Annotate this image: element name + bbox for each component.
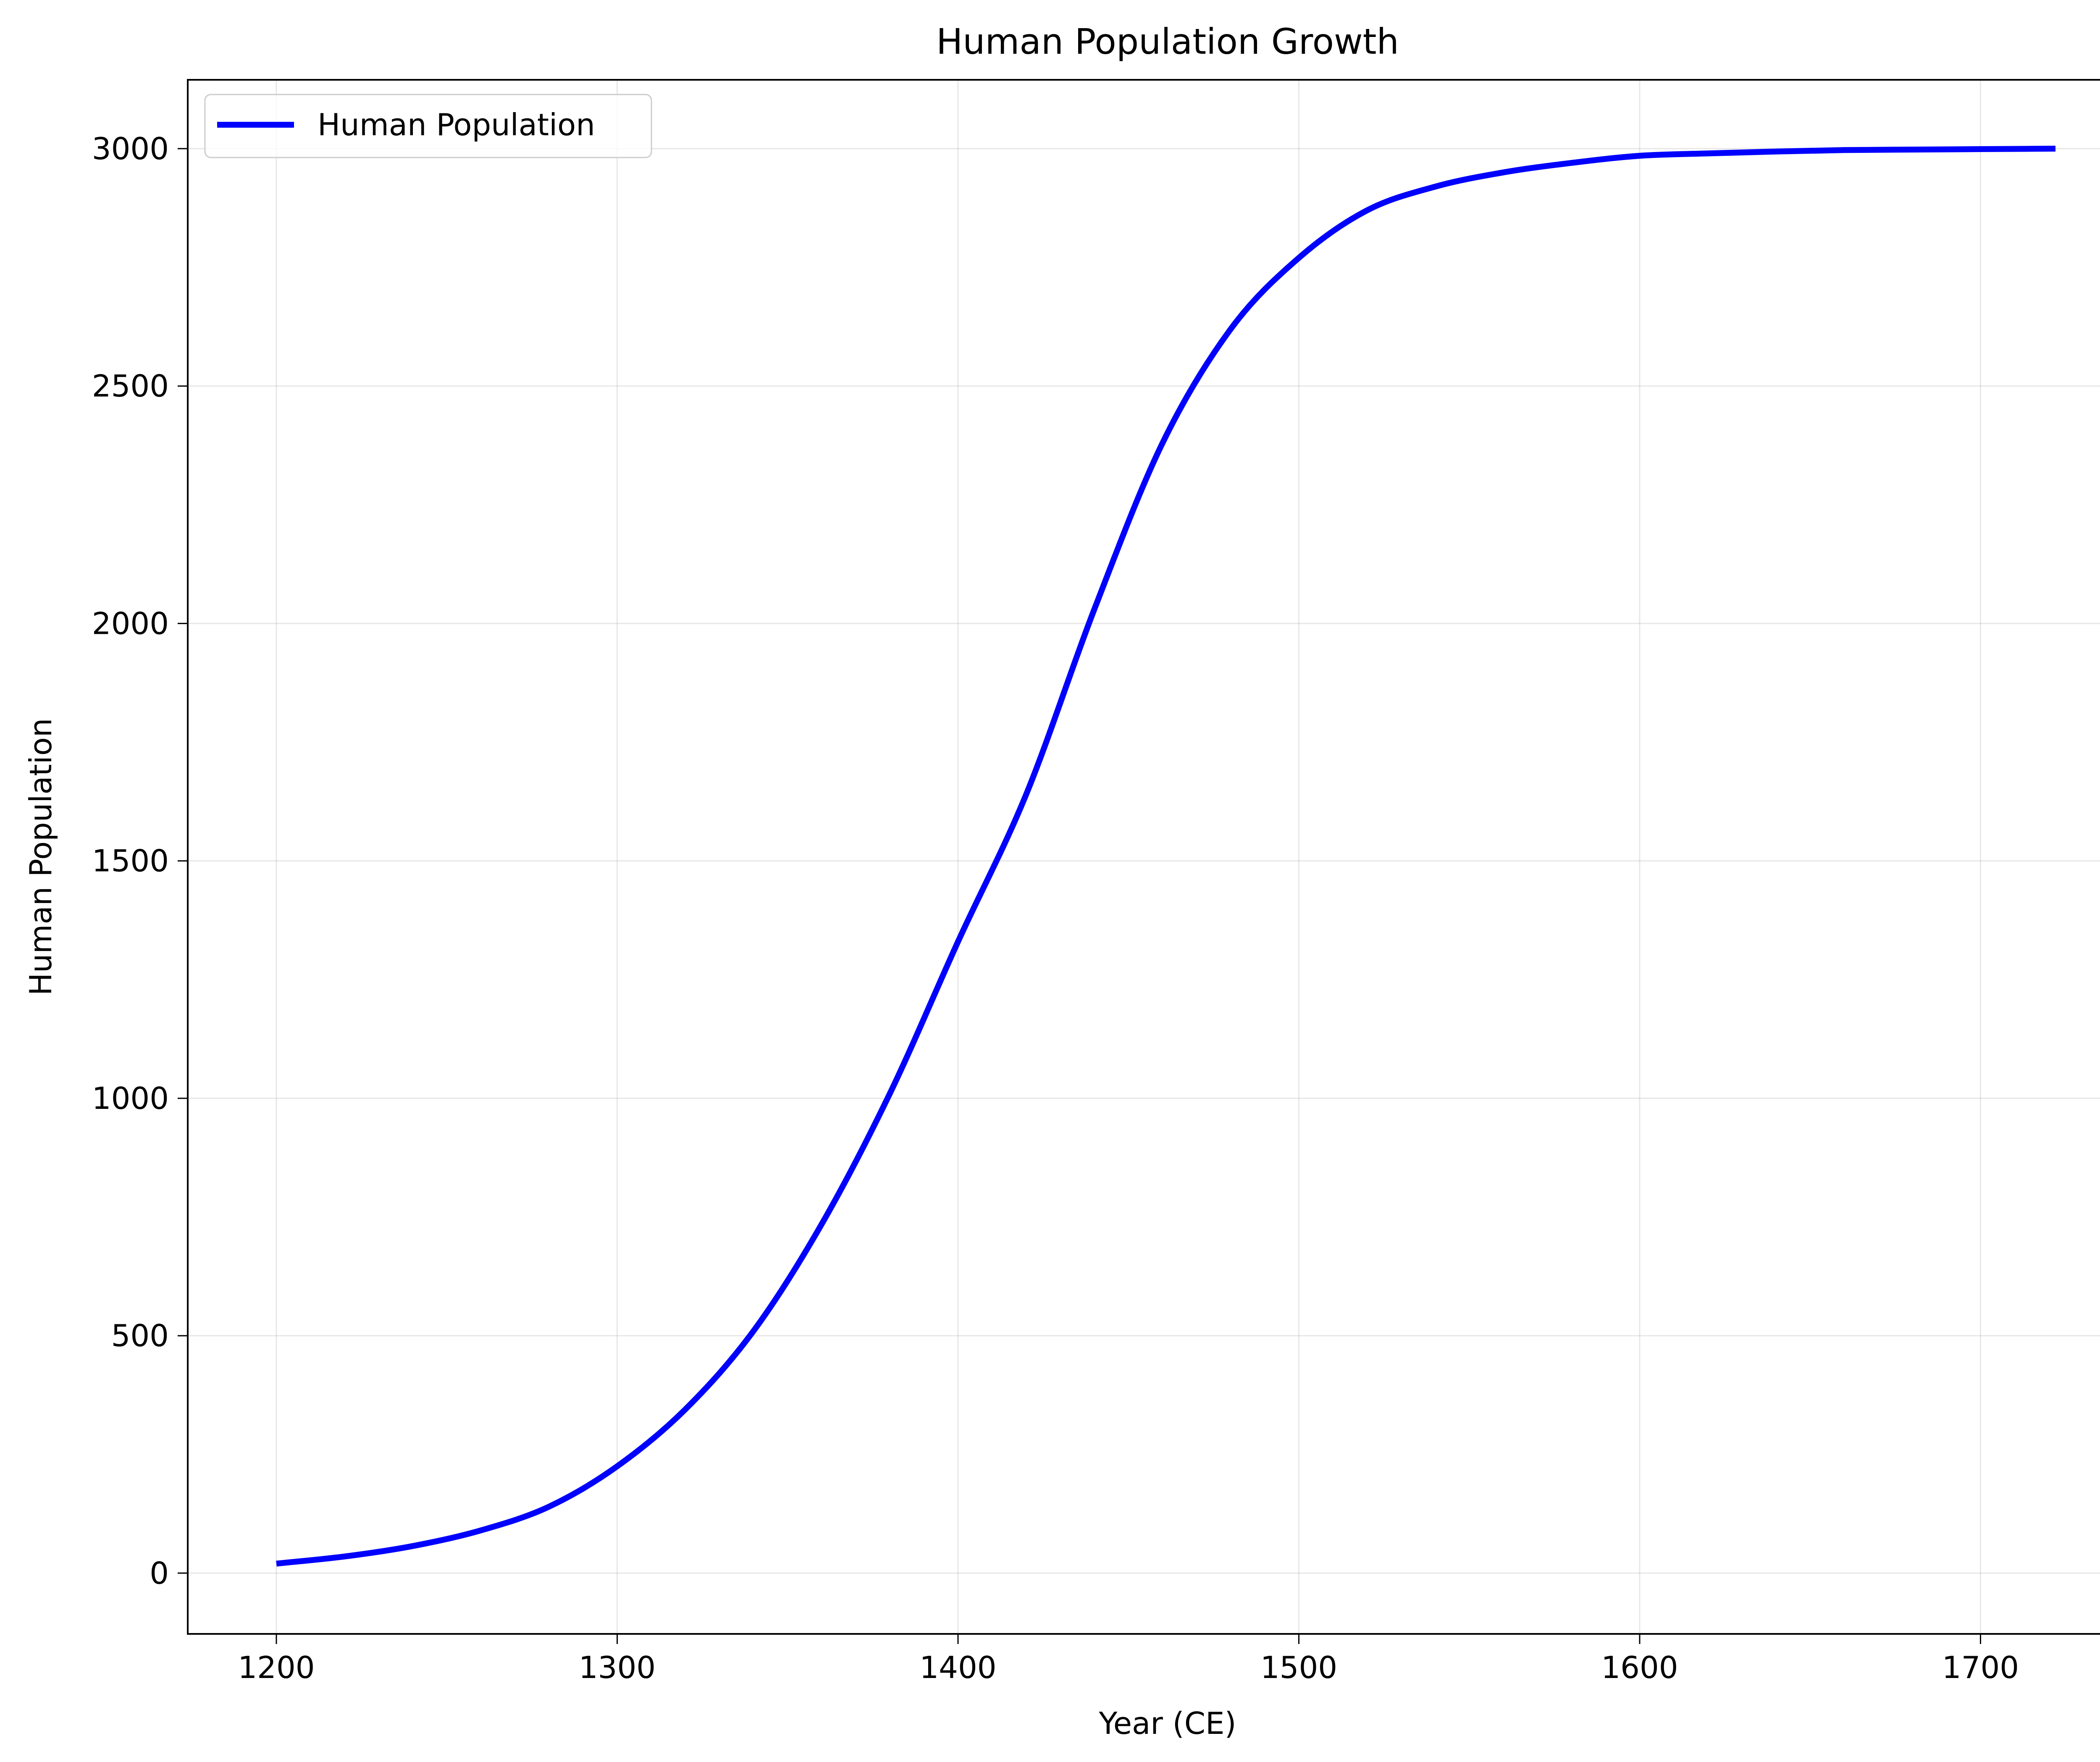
x-tick-label: 1600 xyxy=(1601,1650,1678,1685)
x-tick-label: 1200 xyxy=(238,1650,315,1685)
legend: Human Population xyxy=(204,94,652,158)
y-tick-label: 2500 xyxy=(92,368,169,404)
series-line-human-population xyxy=(276,145,2056,1567)
y-tick-label: 500 xyxy=(111,1318,169,1353)
plot-area-frame xyxy=(187,79,2100,1635)
x-tick-label: 1400 xyxy=(919,1650,996,1685)
chart-title: Human Population Growth xyxy=(936,21,1399,62)
x-tick-label: 1300 xyxy=(579,1650,656,1685)
y-tick-label: 0 xyxy=(150,1555,169,1591)
y-axis-label: Human Population xyxy=(23,718,58,996)
x-tick-label: 1700 xyxy=(1942,1650,2019,1685)
y-tick-label: 3000 xyxy=(92,131,169,166)
y-tick-label: 1000 xyxy=(92,1081,169,1116)
legend-label-human-population: Human Population xyxy=(318,107,595,142)
series-layer xyxy=(276,145,2056,1567)
x-tick-label: 1500 xyxy=(1260,1650,1337,1685)
y-tick-label: 1500 xyxy=(92,843,169,879)
x-axis-label: Year (CE) xyxy=(1098,1706,1236,1741)
y-tick-label: 2000 xyxy=(92,606,169,641)
legend-box xyxy=(204,94,652,158)
axis-ticks: 1200 1300 1400 1500 1600 1700 0 500 1000 1500 2000… xyxy=(92,131,2019,1685)
